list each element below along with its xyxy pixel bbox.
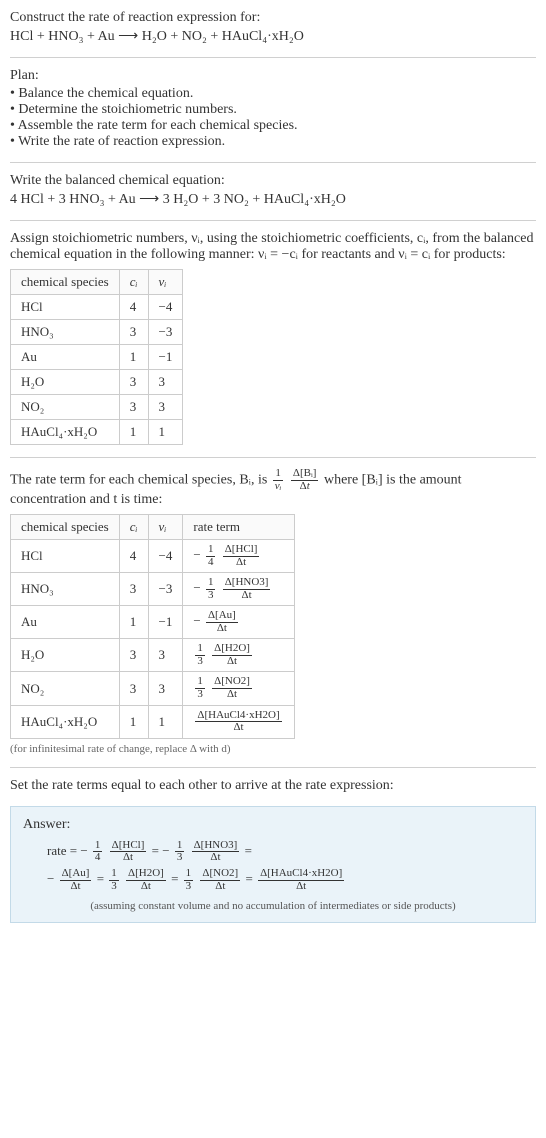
- balanced-heading: Write the balanced chemical equation:: [10, 173, 536, 189]
- divider: [10, 220, 536, 221]
- cell-v: 1: [148, 420, 183, 445]
- cell-v: 1: [148, 705, 183, 738]
- cell-species: HNO₃: [11, 320, 120, 345]
- plan-section: Plan: Balance the chemical equation. Det…: [10, 68, 536, 150]
- cell-c: 4: [119, 295, 148, 320]
- answer-subnote: (assuming constant volume and no accumul…: [23, 900, 523, 912]
- divider: [10, 162, 536, 163]
- cell-c: 1: [119, 606, 148, 639]
- plan-item: Write the rate of reaction expression.: [10, 134, 536, 150]
- setequal-section: Set the rate terms equal to each other t…: [10, 778, 536, 794]
- rateterm-text1: The rate term for each chemical species,…: [10, 472, 267, 487]
- cell-c: 1: [119, 345, 148, 370]
- table-row: HCl 4 −4 − 14 Δ[HCl]Δt: [11, 540, 295, 573]
- cell-rate: − 14 Δ[HCl]Δt: [183, 540, 294, 573]
- cell-species: HAuCl₄·xH₂O: [11, 420, 120, 445]
- col-species: chemical species: [11, 270, 120, 295]
- table-row: HAuCl₄·xH₂O 1 1 Δ[HAuCl4·xH2O]Δt: [11, 705, 295, 738]
- table-row: HNO₃ 3 −3 − 13 Δ[HNO3]Δt: [11, 573, 295, 606]
- answer-box: Answer: rate = − 14 Δ[HCl]Δt = − 13 Δ[HN…: [10, 806, 536, 923]
- balanced-equation: 4 HCl + 3 HNO₃ + Au ⟶ 3 H₂O + 3 NO₂ + HA…: [10, 191, 536, 208]
- divider: [10, 457, 536, 458]
- stoich-table: chemical species cᵢ νᵢ HCl 4 −4HNO₃ 3 −3…: [10, 269, 183, 445]
- cell-c: 3: [119, 639, 148, 672]
- table-row: H₂O 3 3: [11, 370, 183, 395]
- plan-item: Assemble the rate term for each chemical…: [10, 118, 536, 134]
- cell-v: −3: [148, 573, 183, 606]
- cell-rate: − Δ[Au]Δt: [183, 606, 294, 639]
- plan-list: Balance the chemical equation. Determine…: [10, 86, 536, 150]
- rateterm-frac2: Δ[Bᵢ]Δt: [291, 468, 319, 492]
- cell-v: 3: [148, 672, 183, 705]
- rateterm-frac1: 1νᵢ: [273, 468, 284, 492]
- cell-v: −4: [148, 540, 183, 573]
- table-row: Au 1 −1 − Δ[Au]Δt: [11, 606, 295, 639]
- cell-rate: 13 Δ[NO2]Δt: [183, 672, 294, 705]
- stoich-section: Assign stoichiometric numbers, νᵢ, using…: [10, 231, 536, 445]
- cell-rate: Δ[HAuCl4·xH2O]Δt: [183, 705, 294, 738]
- cell-v: −1: [148, 345, 183, 370]
- cell-v: −3: [148, 320, 183, 345]
- table-row: H₂O 3 3 13 Δ[H2O]Δt: [11, 639, 295, 672]
- answer-expression: rate = − 14 Δ[HCl]Δt = − 13 Δ[HNO3]Δt = …: [47, 837, 523, 894]
- col-species: chemical species: [11, 515, 120, 540]
- intro-line1: Construct the rate of reaction expressio…: [10, 10, 536, 26]
- cell-c: 3: [119, 573, 148, 606]
- col-rate: rate term: [183, 515, 294, 540]
- intro-section: Construct the rate of reaction expressio…: [10, 10, 536, 45]
- cell-c: 1: [119, 420, 148, 445]
- cell-v: 3: [148, 395, 183, 420]
- plan-heading: Plan:: [10, 68, 536, 84]
- cell-species: H₂O: [11, 370, 120, 395]
- cell-species: HNO₃: [11, 573, 120, 606]
- cell-c: 4: [119, 540, 148, 573]
- cell-v: −1: [148, 606, 183, 639]
- table-row: NO₂ 3 3 13 Δ[NO2]Δt: [11, 672, 295, 705]
- answer-prefix: rate =: [47, 843, 77, 858]
- cell-rate: 13 Δ[H2O]Δt: [183, 639, 294, 672]
- cell-species: H₂O: [11, 639, 120, 672]
- table-row: Au 1 −1: [11, 345, 183, 370]
- rateterm-table: chemical species cᵢ νᵢ rate term HCl 4 −…: [10, 514, 295, 739]
- cell-v: 3: [148, 639, 183, 672]
- table-row: HAuCl₄·xH₂O 1 1: [11, 420, 183, 445]
- cell-c: 3: [119, 320, 148, 345]
- col-ci: cᵢ: [119, 270, 148, 295]
- answer-heading: Answer:: [23, 817, 523, 833]
- divider: [10, 767, 536, 768]
- rateterm-section: The rate term for each chemical species,…: [10, 468, 536, 755]
- setequal-text: Set the rate terms equal to each other t…: [10, 778, 536, 794]
- cell-species: Au: [11, 606, 120, 639]
- divider: [10, 57, 536, 58]
- plan-item: Determine the stoichiometric numbers.: [10, 102, 536, 118]
- cell-rate: − 13 Δ[HNO3]Δt: [183, 573, 294, 606]
- balanced-section: Write the balanced chemical equation: 4 …: [10, 173, 536, 208]
- col-ci: cᵢ: [119, 515, 148, 540]
- cell-c: 3: [119, 395, 148, 420]
- cell-c: 1: [119, 705, 148, 738]
- table-row: NO₂ 3 3: [11, 395, 183, 420]
- cell-c: 3: [119, 672, 148, 705]
- cell-v: −4: [148, 295, 183, 320]
- col-vi: νᵢ: [148, 270, 183, 295]
- cell-species: NO₂: [11, 395, 120, 420]
- rateterm-note: (for infinitesimal rate of change, repla…: [10, 743, 536, 755]
- table-row: HNO₃ 3 −3: [11, 320, 183, 345]
- cell-species: HCl: [11, 295, 120, 320]
- rateterm-text: The rate term for each chemical species,…: [10, 468, 536, 508]
- col-vi: νᵢ: [148, 515, 183, 540]
- cell-species: HCl: [11, 540, 120, 573]
- cell-species: NO₂: [11, 672, 120, 705]
- cell-c: 3: [119, 370, 148, 395]
- table-row: HCl 4 −4: [11, 295, 183, 320]
- cell-species: Au: [11, 345, 120, 370]
- table-header-row: chemical species cᵢ νᵢ rate term: [11, 515, 295, 540]
- intro-equation: HCl + HNO₃ + Au ⟶ H₂O + NO₂ + HAuCl₄·xH₂…: [10, 28, 536, 45]
- table-header-row: chemical species cᵢ νᵢ: [11, 270, 183, 295]
- cell-species: HAuCl₄·xH₂O: [11, 705, 120, 738]
- stoich-text: Assign stoichiometric numbers, νᵢ, using…: [10, 231, 536, 263]
- cell-v: 3: [148, 370, 183, 395]
- plan-item: Balance the chemical equation.: [10, 86, 536, 102]
